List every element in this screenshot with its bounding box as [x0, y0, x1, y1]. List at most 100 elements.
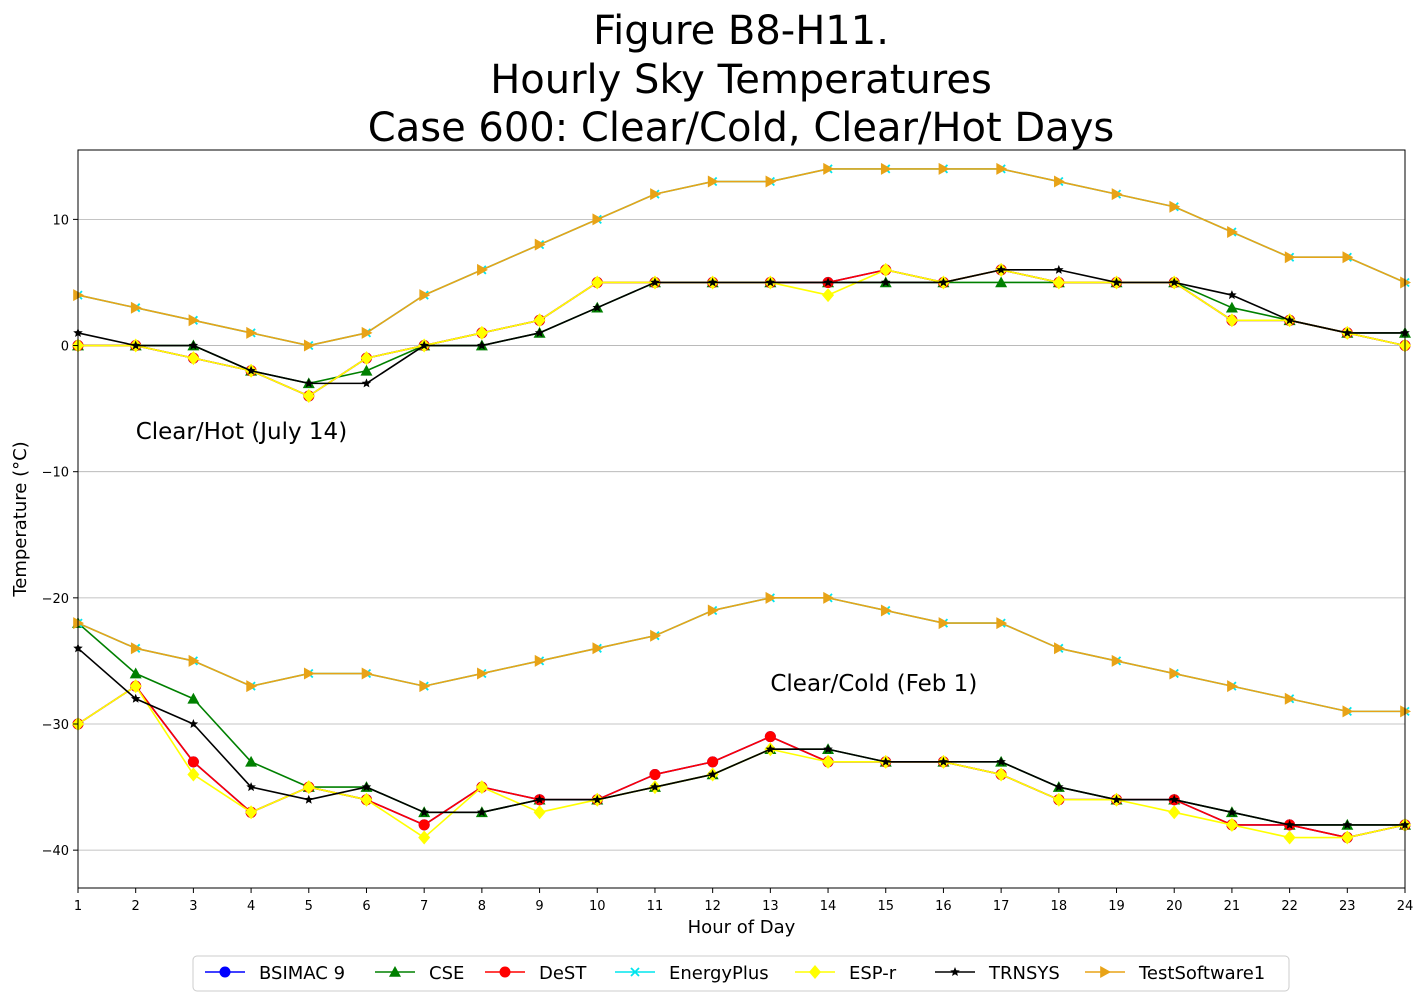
- legend-item-testsoftware1: TestSoftware1: [1085, 963, 1265, 984]
- legend-marker-bsimac-9: [219, 966, 231, 978]
- point-trnsys-1-7: [419, 340, 429, 350]
- point-testsoftware1-0-17: [996, 617, 1008, 630]
- series-esp-r: [72, 262, 1411, 845]
- y-tick-label-4: −30: [42, 718, 69, 733]
- legend-item-trnsys: TRNSYS: [935, 963, 1060, 984]
- point-trnsys-0-18: [1054, 782, 1064, 792]
- point-testsoftware1-1-20: [1169, 200, 1181, 213]
- point-testsoftware1-0-11: [650, 629, 661, 642]
- y-tick-label-2: −10: [42, 466, 69, 481]
- legend-label-cse: CSE: [429, 963, 464, 984]
- series-line-energyplus-1: [77, 168, 1406, 347]
- point-dest-0-11: [649, 768, 661, 780]
- point-testsoftware1-0-10: [592, 642, 604, 655]
- point-testsoftware1-0-3: [188, 654, 200, 667]
- point-trnsys-0-10: [592, 794, 603, 804]
- point-trnsys-1-4: [246, 365, 256, 375]
- point-esp-r-0-5: [302, 780, 315, 795]
- point-dest-0-13: [764, 731, 776, 743]
- point-trnsys-1-23: [1342, 327, 1353, 337]
- point-trnsys-0-7: [419, 807, 429, 817]
- point-testsoftware1-0-6: [361, 667, 373, 680]
- title-line-1: Figure B8-H11.: [593, 8, 889, 54]
- series-line-cse-1: [78, 281, 1405, 385]
- series-line-trnsys-0: [77, 647, 1405, 826]
- point-testsoftware1-1-16: [938, 162, 950, 175]
- y-tick-label-3: −20: [42, 592, 69, 607]
- legend: BSIMAC 9 CSE DeST EnergyPlus ESP-r TRNSYS Test…: [192, 955, 1290, 992]
- point-esp-r-0-20: [1168, 805, 1181, 820]
- y-tick-label-5: −40: [42, 844, 69, 859]
- point-esp-r-0-21: [1225, 817, 1238, 832]
- series-testsoftware1: [73, 162, 1411, 718]
- point-trnsys-1-19: [1111, 277, 1122, 287]
- point-testsoftware1-1-17: [996, 162, 1008, 175]
- point-testsoftware1-1-19: [1111, 188, 1123, 201]
- point-trnsys-0-14: [823, 744, 833, 754]
- annotations: Clear/Hot (July 14) Clear/Cold (Feb 1): [136, 419, 978, 697]
- point-testsoftware1-1-9: [534, 238, 546, 251]
- point-trnsys-0-5: [304, 794, 314, 804]
- point-esp-r-0-7: [418, 830, 431, 845]
- x-tick-label-17: 17: [993, 899, 1010, 914]
- title-line-2: Hourly Sky Temperatures: [490, 57, 992, 103]
- point-trnsys-0-4: [246, 782, 256, 792]
- title-line-3: Case 600: Clear/Cold, Clear/Hot Days: [368, 105, 1114, 151]
- point-dest-0-7: [418, 819, 430, 831]
- point-trnsys-1-21: [1227, 290, 1237, 300]
- point-testsoftware1-1-5: [303, 339, 315, 352]
- point-trnsys-0-16: [938, 756, 949, 766]
- x-tick-label-9: 9: [535, 899, 543, 914]
- point-trnsys-0-11: [650, 782, 660, 792]
- legend-marker-testsoftware1: [1100, 966, 1111, 978]
- legend-item-bsimac-9: BSIMAC 9: [205, 963, 345, 984]
- legend-item-energyplus: EnergyPlus: [615, 963, 769, 984]
- legend-marker-energyplus: [630, 967, 640, 977]
- x-tick-label-12: 12: [704, 899, 721, 914]
- point-esp-r-0-8: [475, 780, 488, 795]
- point-esp-r-1-15: [879, 262, 892, 277]
- x-tick-label-10: 10: [589, 899, 606, 914]
- series-line-energyplus-0: [77, 597, 1405, 713]
- y-axis-ticks: 10 0 −10 −20 −30 −40: [42, 213, 78, 859]
- legend-label-testsoftware1: TestSoftware1: [1138, 963, 1265, 984]
- point-dest-0-12: [707, 756, 719, 768]
- point-testsoftware1-0-23: [1342, 705, 1354, 718]
- point-testsoftware1-0-2: [130, 642, 142, 655]
- point-trnsys-1-18: [1054, 264, 1064, 274]
- point-testsoftware1-0-22: [1284, 692, 1296, 705]
- point-trnsys-0-13: [765, 744, 776, 754]
- y-axis-label: Temperature (°C): [10, 441, 31, 597]
- point-trnsys-0-8: [477, 807, 487, 817]
- point-esp-r-0-2: [129, 679, 142, 694]
- point-trnsys-0-15: [880, 756, 891, 766]
- point-cse-1-21: [1225, 301, 1238, 313]
- point-esp-r-1-5: [302, 389, 315, 403]
- point-trnsys-1-3: [188, 340, 199, 350]
- point-esp-r-1-18: [1052, 275, 1065, 290]
- point-testsoftware1-0-4: [246, 680, 258, 693]
- point-trnsys-1-17: [996, 264, 1006, 274]
- x-axis-label: Hour of Day: [688, 917, 796, 938]
- x-tick-label-14: 14: [820, 899, 837, 914]
- point-trnsys-1-22: [1284, 315, 1295, 325]
- point-esp-r-0-23: [1341, 830, 1354, 845]
- series-line-testsoftware1-1: [77, 168, 1406, 347]
- legend-label-bsimac-9: BSIMAC 9: [259, 963, 345, 984]
- point-cse-0-2: [129, 667, 142, 679]
- x-tick-label-16: 16: [935, 899, 952, 914]
- y-tick-label-1: 0: [61, 340, 69, 355]
- point-trnsys-1-8: [477, 340, 487, 350]
- series-dest: [72, 264, 1411, 844]
- legend-label-dest: DeST: [539, 963, 587, 984]
- point-testsoftware1-1-21: [1227, 226, 1238, 238]
- point-testsoftware1-1-12: [707, 175, 719, 188]
- x-tick-label-11: 11: [647, 899, 664, 914]
- point-testsoftware1-0-14: [823, 591, 835, 604]
- point-esp-r-1-3: [187, 351, 200, 366]
- point-trnsys-0-6: [361, 782, 372, 792]
- legend-item-cse: CSE: [375, 963, 464, 984]
- point-testsoftware1-0-5: [303, 667, 315, 680]
- chart-title: Figure B8-H11. Hourly Sky Temperatures C…: [368, 8, 1114, 151]
